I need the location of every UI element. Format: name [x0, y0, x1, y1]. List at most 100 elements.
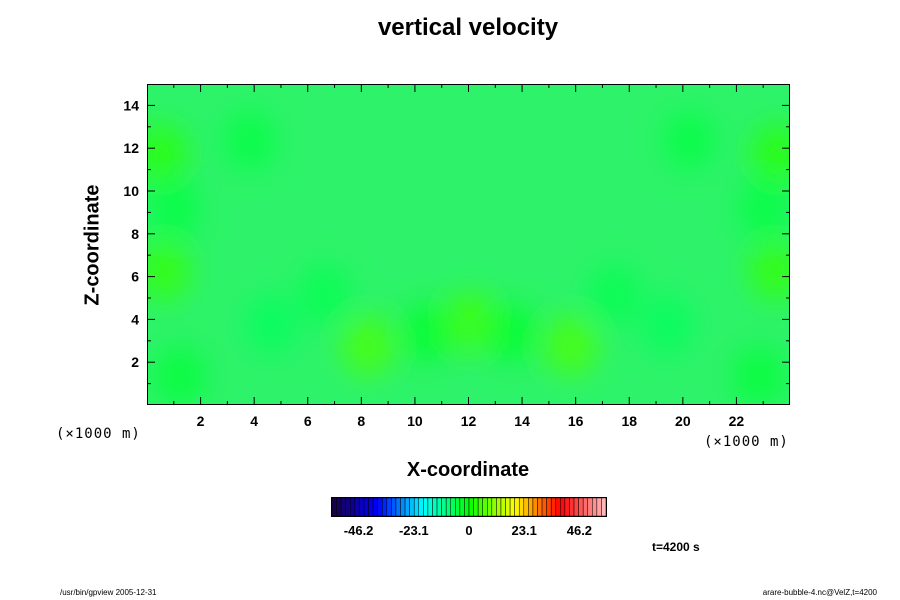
y-tick-label: 10	[123, 183, 139, 199]
colorbar-bin	[381, 498, 388, 516]
colorbar	[331, 497, 607, 517]
colorbar-bin	[409, 498, 415, 516]
heatmap-feature	[545, 316, 598, 377]
colorbar-bin	[564, 498, 570, 516]
colorbar-bin	[386, 498, 392, 516]
colorbar-bin	[336, 498, 342, 516]
colorbar-bin	[391, 498, 397, 516]
heatmap-feature	[341, 316, 394, 377]
colorbar-bin	[592, 498, 598, 516]
colorbar-bin	[468, 498, 474, 516]
colorbar-bin	[573, 498, 579, 516]
colorbar-bin	[491, 498, 497, 516]
colorbar-bin	[500, 498, 506, 516]
heatmap-feature	[400, 303, 453, 364]
x-tick-label: 18	[621, 413, 637, 429]
heatmap-feature	[748, 241, 789, 302]
colorbar-tick-label: 46.2	[566, 523, 593, 538]
colorbar-bin	[477, 498, 483, 516]
colorbar-bin	[487, 498, 493, 516]
colorbar-bin	[459, 498, 465, 516]
colorbar-bin	[509, 498, 515, 516]
colorbar-bin	[377, 498, 383, 516]
colorbar-bin	[532, 498, 538, 516]
colorbar-bin	[587, 498, 593, 516]
time-label: t=4200 s	[652, 540, 700, 554]
x-tick-label: 2	[197, 413, 205, 429]
heatmap-feature	[298, 264, 351, 325]
x-axis-unit-right: (×1000 m)	[704, 434, 789, 450]
x-tick-label: 16	[568, 413, 584, 429]
heatmap-feature	[443, 292, 496, 353]
colorbar-bin	[400, 498, 406, 516]
colorbar-bin	[350, 498, 356, 516]
colorbar-bin	[432, 498, 438, 516]
colorbar-bin	[332, 498, 337, 516]
heatmap-field	[148, 85, 789, 404]
y-tick-label: 4	[131, 311, 139, 327]
heatmap-plot-area	[147, 84, 790, 405]
x-tick-label: 14	[514, 413, 530, 429]
footer-command: /usr/bin/gpview 2005-12-31	[60, 588, 157, 597]
colorbar-bin	[523, 498, 529, 516]
colorbar-bin	[368, 498, 374, 516]
colorbar-bin	[560, 498, 566, 516]
colorbar-bin	[354, 498, 360, 516]
heatmap-feature	[486, 303, 539, 364]
y-tick-label: 12	[123, 140, 139, 156]
colorbar-tick-label: -23.1	[398, 523, 429, 538]
x-tick-label: 10	[407, 413, 423, 429]
colorbar-bin	[450, 498, 456, 516]
footer-source: arare-bubble-4.nc@VelZ,t=4200	[762, 588, 877, 597]
heatmap-feature	[245, 294, 298, 355]
heatmap-feature	[732, 346, 785, 404]
colorbar-bin	[345, 498, 351, 516]
colorbar-bin	[464, 498, 470, 516]
colorbar-bin	[436, 498, 442, 516]
colorbar-bin	[404, 498, 410, 516]
y-axis-label: Z-coordinate	[81, 184, 104, 306]
heatmap-feature	[223, 110, 276, 171]
x-tick-label: 6	[304, 413, 312, 429]
colorbar-tick-label: -46.2	[343, 523, 374, 538]
colorbar-bin	[340, 498, 346, 516]
heatmap-feature	[751, 123, 789, 184]
colorbar-bin	[578, 498, 584, 516]
colorbar-bin	[363, 498, 369, 516]
heatmap-feature	[148, 123, 188, 184]
x-tick-label: 8	[357, 413, 365, 429]
y-tick-label: 8	[131, 226, 139, 242]
x-tick-label: 12	[461, 413, 477, 429]
colorbar-bin	[601, 498, 606, 516]
colorbar-bin	[546, 498, 552, 516]
colorbar-bin	[569, 498, 575, 516]
colorbar-bin	[505, 498, 511, 516]
colorbar-bin	[395, 498, 401, 516]
colorbar-bin	[372, 498, 378, 516]
y-tick-label: 6	[131, 269, 139, 285]
heatmap-feature	[738, 179, 789, 240]
chart-title: vertical velocity	[377, 14, 559, 41]
x-tick-label: 22	[729, 413, 745, 429]
colorbar-bin	[596, 498, 602, 516]
colorbar-bin	[541, 498, 547, 516]
colorbar-bin	[496, 498, 502, 516]
colorbar-bin	[537, 498, 543, 516]
colorbar-bin	[482, 498, 488, 516]
colorbar-tick-label: 23.1	[511, 523, 537, 538]
colorbar-tick-label: 0	[465, 523, 473, 538]
colorbar-bin	[441, 498, 447, 516]
heatmap-feature	[663, 110, 716, 171]
heatmap-feature	[154, 346, 207, 404]
colorbar-bin	[528, 498, 534, 516]
colorbar-bin	[514, 498, 520, 516]
colorbar-bin	[518, 498, 525, 516]
colorbar-bin	[455, 498, 461, 516]
colorbar-bin	[418, 498, 424, 516]
colorbar-bin	[427, 498, 433, 516]
colorbar-bin	[359, 498, 365, 516]
y-tick-label: 14	[123, 97, 139, 113]
x-axis-unit-left: (×1000 m)	[56, 426, 141, 442]
heatmap-feature	[148, 241, 191, 302]
